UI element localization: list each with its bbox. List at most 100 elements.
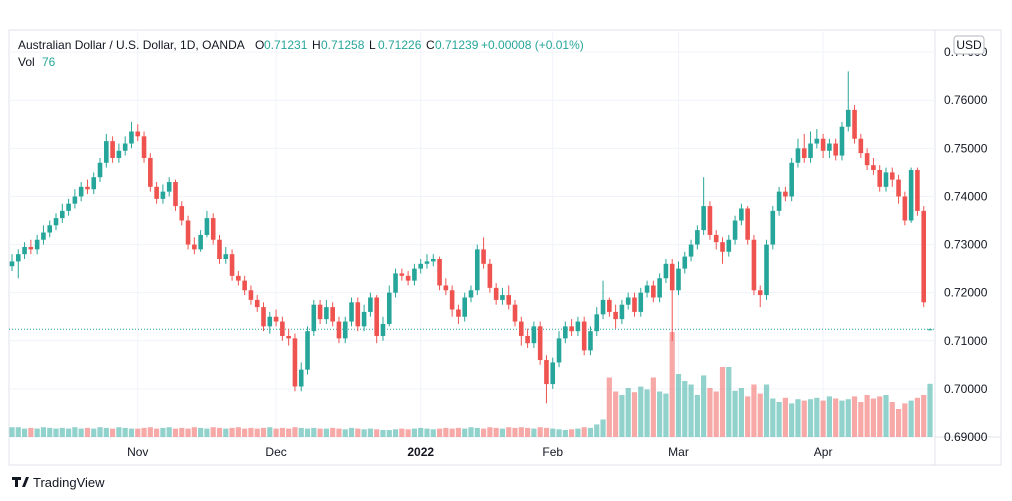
- candle-body: [166, 182, 172, 192]
- candle-body: [575, 321, 581, 332]
- candle-body: [160, 191, 166, 199]
- volume-bar: [128, 428, 135, 437]
- volume-bar: [789, 403, 795, 437]
- candle-body: [525, 335, 530, 344]
- candle-body: [28, 246, 34, 250]
- volume-bar: [807, 399, 814, 437]
- candle-body: [783, 191, 788, 197]
- candle-body: [141, 136, 147, 158]
- volume-bar: [15, 427, 21, 437]
- volume-bar: [405, 429, 411, 437]
- candle-body: [173, 182, 178, 207]
- candle-body: [764, 244, 769, 296]
- volume-bar: [713, 391, 719, 437]
- candle-body: [204, 218, 210, 235]
- candle-body: [795, 148, 801, 163]
- volume-bar: [65, 428, 72, 437]
- volume-bar: [914, 397, 921, 437]
- volume-bar: [839, 400, 845, 437]
- volume-bar: [248, 427, 254, 437]
- candle-body: [286, 335, 291, 339]
- candle-body: [424, 261, 430, 264]
- volume-bar: [908, 400, 914, 437]
- candle-body: [456, 309, 461, 317]
- volume-bar: [763, 384, 770, 437]
- candle-body: [386, 292, 392, 324]
- volume-bar: [78, 428, 84, 437]
- volume-bar: [795, 399, 801, 437]
- candle-body: [330, 307, 335, 322]
- volume-bar: [732, 390, 738, 437]
- candle-body: [688, 244, 694, 257]
- volume-bar: [191, 427, 197, 437]
- volume-bar: [317, 428, 323, 437]
- candle-body: [707, 206, 713, 235]
- candle-body: [657, 278, 662, 298]
- candle-body: [34, 239, 40, 250]
- currency-badge[interactable]: [953, 35, 985, 55]
- volume-bar: [506, 427, 512, 437]
- ohlc-value: 0.71239: [435, 38, 479, 52]
- candle-body: [198, 234, 203, 250]
- volume-bar: [229, 427, 235, 437]
- candle-body: [613, 311, 618, 320]
- brand-icon[interactable]: [12, 477, 29, 487]
- volume-bar: [97, 427, 103, 437]
- volume-bar: [160, 427, 166, 437]
- volume-bar: [613, 391, 619, 437]
- volume-bar: [543, 427, 550, 437]
- volume-bar: [267, 427, 273, 437]
- candle-body: [493, 287, 499, 300]
- volume-bar: [443, 427, 449, 437]
- volume-bar: [921, 395, 927, 437]
- volume-bar: [782, 397, 788, 437]
- volume-bar: [455, 427, 462, 437]
- volume-bar: [675, 374, 682, 437]
- candle-body: [336, 321, 342, 339]
- x-tick-label: Nov: [127, 445, 148, 459]
- volume-bar: [801, 400, 807, 437]
- candle-body: [311, 304, 317, 332]
- volume-bar: [223, 428, 229, 437]
- candle-body: [462, 297, 468, 317]
- volume-bar: [902, 403, 908, 437]
- candle-body: [418, 263, 423, 269]
- candle-body: [437, 258, 442, 286]
- candle-body: [236, 275, 241, 281]
- volume-bar: [210, 427, 216, 437]
- volume-bar: [40, 427, 47, 437]
- volume-bar: [9, 427, 15, 437]
- candle-body: [317, 304, 323, 320]
- candle-body: [676, 268, 681, 291]
- grid: [9, 30, 935, 438]
- brand-name[interactable]: TradingView: [33, 475, 105, 490]
- candle-body: [223, 254, 229, 259]
- candle-body: [148, 157, 153, 187]
- volume-bar: [172, 428, 179, 437]
- candle-body: [129, 131, 134, 144]
- candle-body: [695, 230, 700, 245]
- volume-bar: [663, 393, 669, 437]
- volume-bar: [776, 402, 782, 437]
- candle-body: [701, 206, 706, 231]
- candle-body: [519, 321, 524, 336]
- candle-body: [449, 290, 455, 310]
- brand-logo[interactable]: TradingView: [12, 475, 105, 490]
- candle-body: [915, 169, 920, 211]
- volume-bar: [688, 384, 694, 437]
- candle-body: [537, 326, 543, 361]
- currency-label[interactable]: USD: [956, 38, 982, 52]
- candle-body: [852, 109, 857, 139]
- volume-bar: [707, 388, 713, 437]
- volume-bar: [198, 427, 204, 437]
- candle-body: [858, 138, 864, 154]
- volume-bar: [273, 428, 279, 437]
- candle-body: [443, 285, 449, 291]
- volume-bar: [694, 395, 700, 437]
- candle-body: [556, 338, 562, 363]
- volume-bar: [122, 427, 128, 437]
- candle-body: [261, 307, 266, 327]
- volume-bar: [682, 381, 688, 437]
- candle-body: [770, 210, 776, 245]
- candle-body: [732, 220, 738, 240]
